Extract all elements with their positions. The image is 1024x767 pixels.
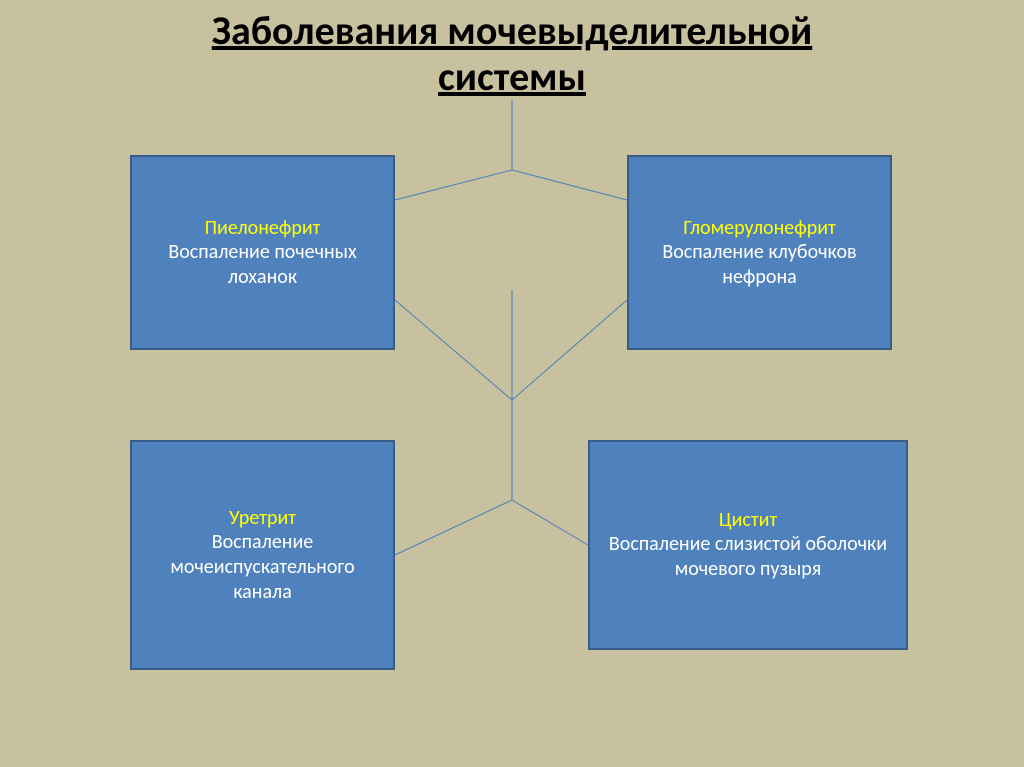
node-desc: Воспаление почечных лоханок (144, 240, 381, 290)
node-cystitis: Цистит Воспаление слизистой оболочки моч… (588, 440, 908, 650)
slide: Заболевания мочевыделительной системы Пи… (0, 0, 1024, 767)
node-desc: Воспаление мочеиспускательного канала (144, 530, 381, 605)
title-line-1: Заболевания мочевыделительной (212, 6, 813, 55)
node-pyelonephritis: Пиелонефрит Воспаление почечных лоханок (130, 155, 395, 350)
node-title: Гломерулонефрит (683, 216, 836, 240)
node-urethritis: Уретрит Воспаление мочеиспускательного к… (130, 440, 395, 670)
node-desc: Воспаление клубочков нефрона (641, 240, 878, 290)
node-glomerulonephritis: Гломерулонефрит Воспаление клубочков неф… (627, 155, 892, 350)
node-title: Цистит (719, 508, 777, 532)
slide-title: Заболевания мочевыделительной системы (0, 8, 1024, 100)
node-desc: Воспаление слизистой оболочки мочевого п… (602, 532, 894, 582)
node-title: Пиелонефрит (205, 216, 321, 240)
title-line-2: системы (438, 52, 586, 101)
node-title: Уретрит (229, 506, 296, 530)
